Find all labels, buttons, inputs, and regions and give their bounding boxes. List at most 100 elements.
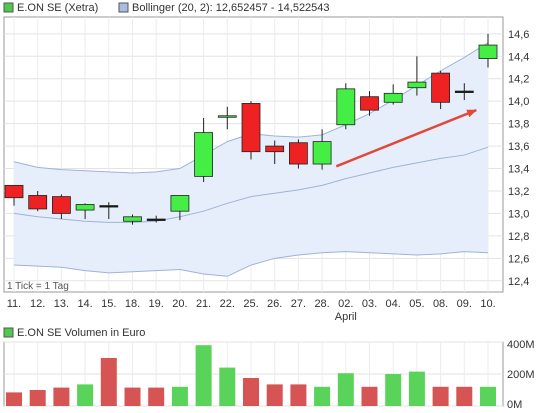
x-tick-label: 19. [149,298,164,310]
x-tick-label: 04. [386,298,401,310]
price-y-tick-label: 14,2 [508,74,529,86]
x-axis: 11. 12. 13. 14. 15. 18. 19. 20. 21. 22. 25. 26. 27. 2… [7,298,496,310]
volume-bar [148,387,165,406]
volume-bar [266,384,283,406]
candle-body [288,142,308,165]
bollinger-middle-line [13,146,489,223]
volume-bar [77,384,94,406]
volume-bar [408,371,425,406]
bollinger-lower-line [13,251,489,277]
candle [360,91,379,116]
price-y-tick-label: 14,0 [508,96,529,108]
candle-body [360,96,379,111]
month-label: April [335,311,357,323]
candle [194,118,214,182]
candle-body [312,141,332,165]
x-tick-label: 14. [77,298,92,310]
candle [99,202,119,220]
candle [478,33,498,68]
candlesticks [4,33,498,225]
volume-legend-swatch [3,327,14,338]
volume-bar [100,358,117,406]
x-tick-label: 26. [267,298,282,310]
volume-legend-label: E.ON SE Volumen in Euro [17,327,145,339]
volume-bar [29,390,46,406]
price-y-tick-label: 13,8 [508,119,529,131]
bollinger-legend-label: Bollinger (20, 2): 12,652457 - 14,522543 [132,2,330,14]
volume-bar [456,386,473,406]
candle-body [146,218,166,221]
tick-note: 1 Tick = 1 Tag [7,281,69,292]
volume-bar [385,374,402,406]
volume-legend: E.ON SE Volumen in Euro [3,327,145,339]
volume-bar [195,345,212,406]
candle-body [4,184,24,199]
candle-body [170,195,190,212]
x-tick-label: 18. [125,298,140,310]
bollinger-legend-swatch [118,2,129,13]
candle [383,84,403,105]
candle [75,203,95,220]
candle [217,106,237,130]
volume-bar [243,378,259,406]
candle-body [75,204,95,211]
candle-body [241,103,261,153]
x-tick-label: 10. [480,298,495,310]
price-y-tick-label: 12,4 [508,276,529,288]
candle-body [431,72,451,103]
volume-bar [171,386,188,406]
x-tick-label: 28. [314,298,329,310]
price-y-tick-label: 12,8 [508,231,529,243]
x-tick-label: 03. [362,298,377,310]
candle-body [123,216,142,222]
price-y-tick-label: 13,0 [508,208,529,220]
volume-bar [290,384,307,406]
candle [123,214,142,225]
x-tick-label: 27. [291,298,306,310]
price-y-tick-label: 13,4 [508,164,529,176]
price-panel: 1 Tick = 1 Tag 12,4 12,6 12,8 13,0 13,2 13,4 1… [3,16,529,323]
candle-body [194,132,214,177]
price-y-axis: 12,4 12,6 12,8 13,0 13,2 13,4 13,6 13,8 14,0 14,2… [508,29,529,288]
volume-bar [124,387,141,406]
volume-bar [337,373,354,406]
price-y-tick-label: 12,6 [508,253,529,265]
volume-y-tick-label: 200M [507,369,535,381]
volume-y-tick-label: 400M [507,339,535,351]
candle [454,83,474,101]
candle [52,194,71,220]
volume-bar [480,386,496,406]
candle-body [407,81,427,89]
candle-body [383,92,403,103]
volume-bar [6,392,22,406]
candle-body [28,195,48,210]
volume-bar [361,386,378,406]
x-tick-label: 20. [172,298,187,310]
volume-bar [53,387,70,406]
x-tick-label: 11. [7,298,21,310]
price-y-tick-label: 14,4 [508,51,529,63]
price-legend: E.ON SE (Xetra) Bollinger (20, 2): 12,65… [3,2,330,14]
price-y-tick-label: 13,2 [508,186,529,198]
volume-bars [6,345,496,406]
candle [407,56,427,96]
trend-arrow [335,109,478,168]
candle [431,70,451,110]
candle [288,139,308,169]
candle [170,195,190,221]
x-tick-label: 22. [220,298,235,310]
x-tick-label: 12. [30,298,45,310]
candle-body [265,145,285,153]
candle-body [99,205,119,208]
x-tick-label: 02. [338,298,353,310]
x-tick-label: 15. [101,298,116,310]
x-tick-label: 25. [243,298,258,310]
candle-body [217,115,237,118]
candle-body [52,196,71,214]
x-tick-label: 05. [409,298,424,310]
volume-bar [314,386,331,406]
candle [265,140,285,165]
volume-y-axis: 400M 200M 0M [507,339,535,411]
candle-body [454,90,474,93]
